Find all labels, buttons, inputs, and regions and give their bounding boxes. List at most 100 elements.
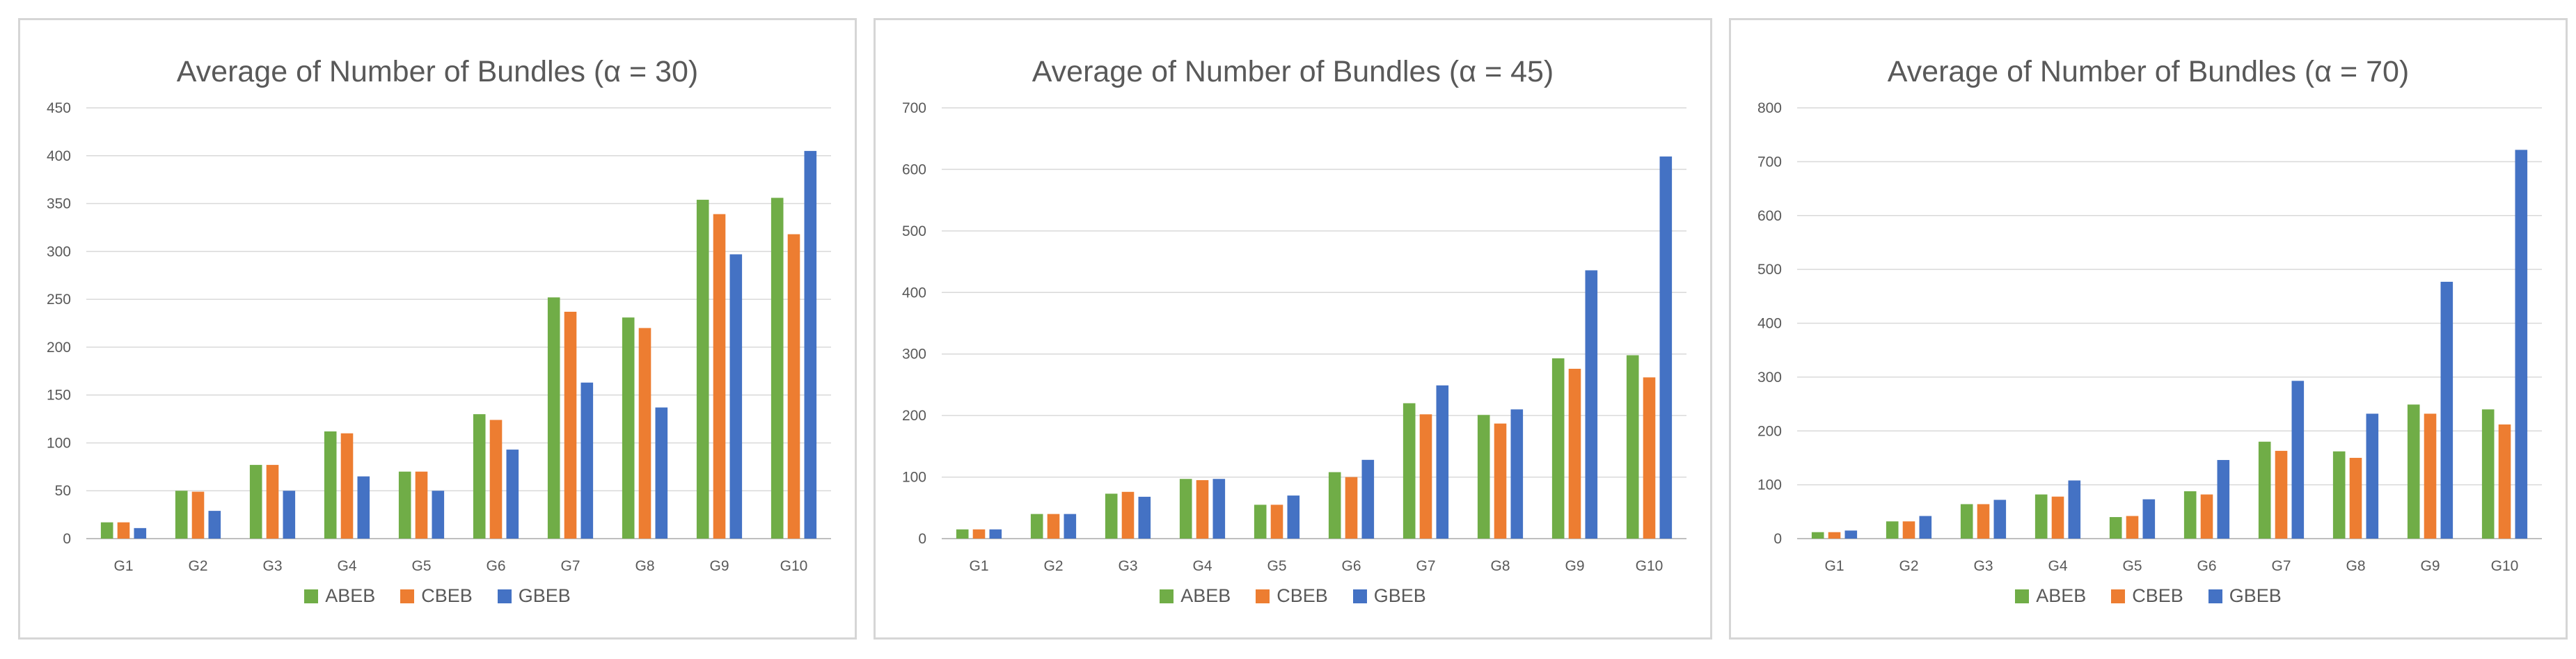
bar-abeb [1886,521,1899,539]
bar-gbeb [1585,270,1598,539]
bar-cbeb [2051,496,2064,539]
bar-abeb [771,198,784,539]
x-tick-label: G2 [1899,558,1918,574]
x-tick-label: G6 [2197,558,2216,574]
y-tick-label: 600 [902,161,926,177]
chart-legend: ABEB CBEB GBEB [1731,585,2566,607]
bar-cbeb [489,420,503,539]
x-tick-label: G5 [1267,558,1286,574]
x-tick-label: G8 [2346,558,2365,574]
y-tick-label: 200 [902,408,926,424]
bar-cbeb [2200,494,2213,539]
legend-label: GBEB [518,585,571,606]
bar-cbeb [1977,504,1990,539]
bar-cbeb [2275,450,2288,539]
y-tick-label: 100 [47,435,71,451]
bar-abeb [547,297,560,539]
bar-cbeb [1270,505,1283,539]
legend-label: GBEB [1373,585,1426,606]
bar-gbeb [357,476,370,539]
y-tick-label: 0 [918,531,926,547]
legend-label: ABEB [1180,585,1231,606]
y-tick-label: 800 [1757,100,1782,116]
x-tick-label: G7 [1416,558,1435,574]
y-tick-label: 400 [47,148,71,164]
y-tick-label: 300 [902,347,926,363]
y-tick-label: 50 [55,483,71,499]
bar-gbeb [506,450,519,539]
chart-title: Average of Number of Bundles (α = 45) [1032,55,1554,88]
legend-item-gbeb: GBEB [2208,585,2282,607]
bar-abeb [175,491,188,539]
bar-abeb [1030,514,1043,539]
bar-abeb [473,414,486,539]
bar-abeb [1477,415,1490,539]
bar-gbeb [2142,499,2156,539]
x-tick-label: G3 [1118,558,1137,574]
bar-gbeb [1361,459,1375,539]
x-tick-label: G2 [1043,558,1063,574]
bar-gbeb [1659,156,1673,539]
x-tick-label: G7 [2271,558,2291,574]
bar-gbeb [1436,385,1449,539]
bar-gbeb [1993,500,2007,539]
legend-swatch-abeb [2015,589,2030,603]
y-tick-label: 450 [47,100,71,116]
bar-gbeb [655,407,668,539]
y-tick-label: 0 [63,531,71,547]
bar-abeb [1626,355,1639,539]
x-tick-label: G5 [2122,558,2142,574]
legend-item-cbeb: CBEB [1256,585,1328,607]
x-tick-label: G5 [411,558,431,574]
x-tick-label: G4 [1192,558,1212,574]
bar-gbeb [1510,409,1524,539]
y-tick-label: 100 [902,470,926,486]
legend-item-cbeb: CBEB [400,585,473,607]
bar-gbeb [2217,460,2230,539]
y-tick-label: 700 [902,100,926,116]
chart-title: Average of Number of Bundles (α = 30) [176,55,699,88]
bar-cbeb [1196,479,1209,539]
x-tick-label: G7 [560,558,580,574]
bar-gbeb [580,382,594,539]
x-tick-label: G10 [780,558,808,574]
x-tick-label: G6 [486,558,505,574]
bar-abeb [2109,517,2122,539]
bar-gbeb [1212,479,1226,539]
bar-cbeb [787,234,800,539]
bar-cbeb [564,311,577,539]
x-tick-label: G2 [188,558,207,574]
bar-gbeb [2068,480,2081,539]
bar-abeb [1960,504,1973,539]
y-tick-label: 300 [47,244,71,260]
bar-gbeb [2440,281,2453,539]
legend-label: ABEB [325,585,376,606]
bar-abeb [2332,451,2346,539]
bar-abeb [324,431,337,539]
legend-swatch-gbeb [2208,589,2222,603]
bar-abeb [2258,441,2271,539]
bar-cbeb [972,529,986,539]
y-tick-label: 400 [902,285,926,301]
legend-swatch-gbeb [497,589,512,603]
legend-swatch-cbeb [1256,589,1270,603]
bar-gbeb [432,491,445,539]
bar-cbeb [117,522,130,539]
bar-abeb [2183,491,2197,539]
bar-cbeb [191,491,205,539]
chart-plot-alpha-70: 0 100 200 300 400 500 600 700 800 G1 G2 G3 G4 G5 G6 G7 G… [1757,100,2542,574]
x-tick-label: G3 [262,558,282,574]
x-tick-label: G4 [337,558,356,574]
x-tick-label: G1 [113,558,133,574]
bar-abeb [2407,404,2420,539]
legend-swatch-gbeb [1352,589,1367,603]
y-tick-label: 200 [1757,423,1782,439]
bar-abeb [1254,505,1267,539]
bar-gbeb [208,511,221,539]
y-tick-label: 400 [1757,316,1782,332]
bar-abeb [622,317,635,539]
x-tick-label: G9 [1565,558,1584,574]
legend-swatch-abeb [1160,589,1174,603]
legend-item-gbeb: GBEB [1352,585,1426,607]
bar-abeb [696,200,709,539]
